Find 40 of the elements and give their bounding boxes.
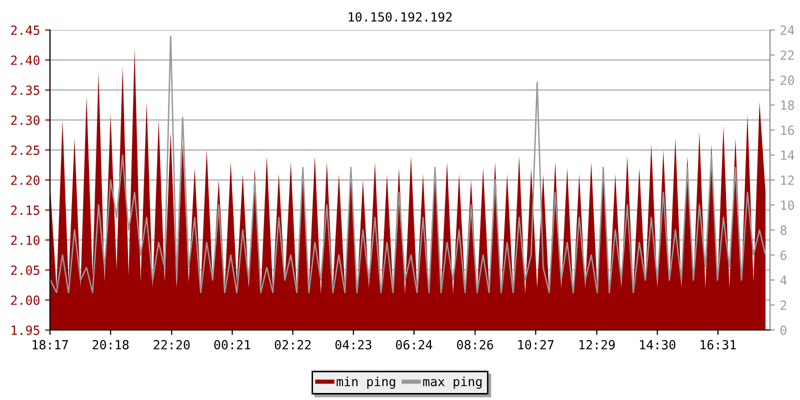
line-series [50,36,766,294]
x-tick-label: 06:24 [396,340,432,350]
y2-tick-label: 12 [781,176,794,185]
y-tick-label: 2.40 [11,56,40,65]
x-tick-label: 18:17 [32,340,68,350]
y2-tick-label: 18 [781,100,794,110]
y2-tick-label: 16 [781,126,794,135]
x-tick-label: 22:20 [154,340,190,350]
y-tick-label: 2.05 [11,266,40,275]
y-tick-label: 2.25 [11,146,40,155]
x-tick-label: 00:21 [214,340,250,350]
y2-tick-label: 6 [780,250,786,260]
y2-tick-label: 14 [781,150,794,160]
y-tick-label: 2.35 [11,86,40,95]
y-tick-label: 2.15 [11,206,40,215]
x-tick-label: 02:22 [274,340,311,350]
y2-tick-label: 4 [780,276,787,285]
y2-tick-label: 2 [780,300,786,310]
y2-tick-label: 10 [781,200,794,210]
y-tick-label: 2.10 [11,236,40,245]
y2-tick-label: 20 [780,76,794,85]
x-tick-label: 10:27 [518,340,554,350]
legend-label: min ping [336,376,396,389]
x-tick-label: 14:30 [640,340,676,350]
y2-tick-label: 0 [780,326,786,335]
legend-label: max ping [423,376,482,389]
y-tick-label: 2.20 [11,176,40,185]
y2-tick-label: 22 [780,50,794,60]
x-tick-label: 12:29 [579,340,615,350]
y-tick-label: 2.45 [11,26,40,35]
x-tick-label: 16:31 [700,340,736,350]
y-tick-label: 2.30 [11,116,40,125]
x-tick-label: 04:23 [335,340,372,350]
y2-tick-label: 24 [780,26,794,35]
x-tick-label: 08:26 [457,340,494,350]
x-tick-label: 20:18 [92,340,129,350]
chart-title: 10.150.192.192 [348,12,452,22]
y-tick-label: 1.95 [12,326,40,335]
y-tick-label: 2.00 [11,296,40,305]
y2-tick-label: 8 [780,226,786,235]
